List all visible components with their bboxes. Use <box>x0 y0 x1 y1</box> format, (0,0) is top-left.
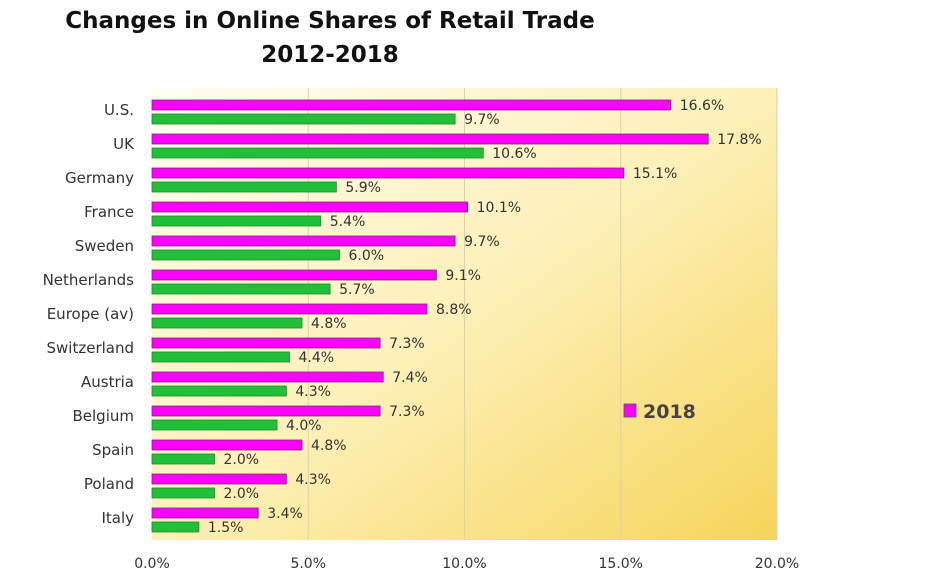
data-label: 4.0% <box>286 418 322 434</box>
legend: 2018 <box>623 401 696 423</box>
bar-2012 <box>151 317 303 329</box>
bar-2012 <box>151 385 287 397</box>
bar-2012 <box>151 487 215 499</box>
data-label: 5.9% <box>345 180 381 196</box>
bar-2012 <box>151 283 331 295</box>
data-label: 4.8% <box>311 438 347 454</box>
data-label: 9.7% <box>464 234 500 250</box>
bar-2012 <box>151 113 456 125</box>
data-label: 2.0% <box>224 486 260 502</box>
data-label: 6.0% <box>349 248 385 264</box>
data-label: 2.0% <box>224 452 260 468</box>
category-label: Netherlands <box>43 271 135 289</box>
data-label: 1.5% <box>208 520 244 536</box>
bar-2018 <box>151 473 287 485</box>
bar-2018 <box>151 507 259 519</box>
category-label: Switzerland <box>47 339 135 357</box>
bar-2012 <box>151 249 340 261</box>
category-label: U.S. <box>104 101 134 119</box>
data-label: 7.3% <box>389 336 425 352</box>
category-label: Sweden <box>75 237 134 255</box>
bar-2012 <box>151 147 484 159</box>
data-label: 10.1% <box>477 200 521 216</box>
chart-title: Changes in Online Shares of Retail Trade <box>65 8 595 34</box>
bar-2018 <box>151 269 437 281</box>
data-label: 9.1% <box>445 268 481 284</box>
category-label: France <box>84 203 134 221</box>
x-tick-label: 15.0% <box>599 556 643 572</box>
x-tick-label: 0.0% <box>134 556 170 572</box>
category-label: Austria <box>81 373 134 391</box>
legend-label-2018: 2018 <box>643 401 696 423</box>
data-label: 7.3% <box>389 404 425 420</box>
data-label: 4.4% <box>299 350 335 366</box>
bar-2012 <box>151 215 322 227</box>
category-label: Poland <box>84 475 134 493</box>
data-label: 7.4% <box>392 370 428 386</box>
bar-2012 <box>151 419 278 431</box>
data-label: 4.3% <box>295 384 331 400</box>
category-label: Spain <box>92 441 134 459</box>
category-label: Europe (av) <box>47 305 134 323</box>
data-label: 10.6% <box>492 146 536 162</box>
data-label: 8.8% <box>436 302 472 318</box>
data-label: 4.8% <box>311 316 347 332</box>
bar-2012 <box>151 181 337 193</box>
bar-2018 <box>151 405 381 417</box>
data-label: 9.7% <box>464 112 500 128</box>
bar-2018 <box>151 337 381 349</box>
bar-2012 <box>151 521 200 533</box>
x-tick-label: 10.0% <box>442 556 486 572</box>
bar-2018 <box>151 303 428 315</box>
category-label: Italy <box>101 509 134 527</box>
category-label: Belgium <box>73 407 135 425</box>
bar-2018 <box>151 99 672 111</box>
data-label: 3.4% <box>267 506 303 522</box>
bar-2018 <box>151 201 469 213</box>
data-label: 16.6% <box>680 98 724 114</box>
data-label: 5.7% <box>339 282 375 298</box>
data-label: 4.3% <box>295 472 331 488</box>
bar-2018 <box>151 133 709 145</box>
bar-2012 <box>151 351 290 363</box>
bar-2018 <box>151 371 384 383</box>
data-label: 17.8% <box>717 132 761 148</box>
category-label: UK <box>113 135 135 153</box>
x-tick-label: 20.0% <box>755 556 799 572</box>
category-label: Germany <box>65 169 134 187</box>
data-label: 5.4% <box>330 214 366 230</box>
chart-subtitle: 2012-2018 <box>261 42 399 68</box>
legend-swatch-2018 <box>623 403 637 418</box>
bar-2012 <box>151 453 215 465</box>
bar-2018 <box>151 235 456 247</box>
bar-2018 <box>151 167 625 179</box>
x-tick-label: 5.0% <box>290 556 326 572</box>
bar-2018 <box>151 439 303 451</box>
data-label: 15.1% <box>633 166 677 182</box>
